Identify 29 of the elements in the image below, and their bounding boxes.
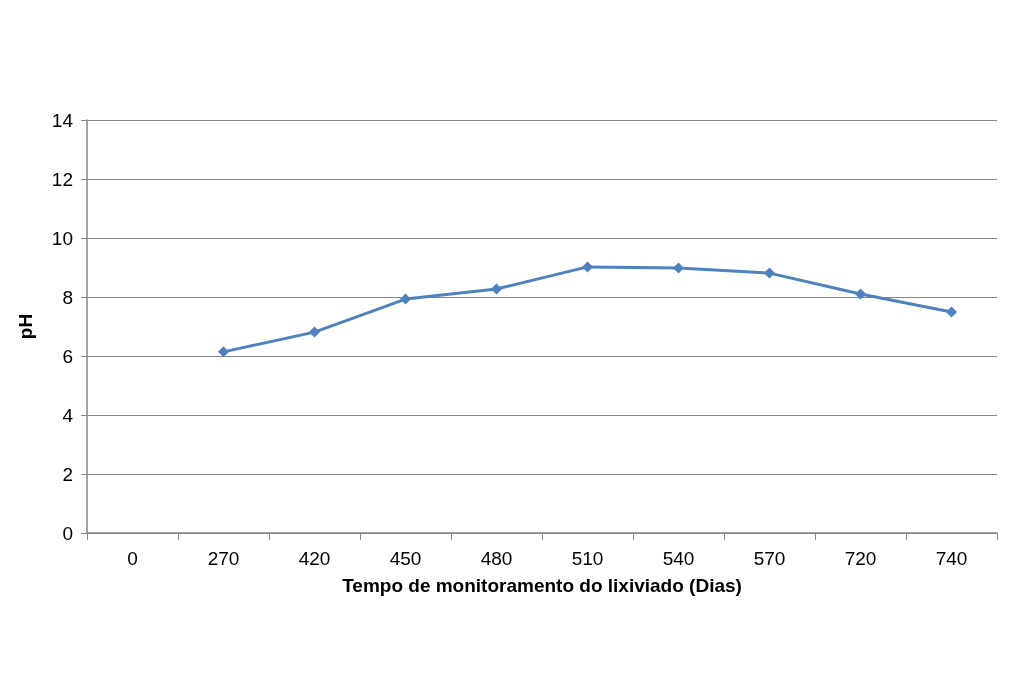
x-axis-title: Tempo de monitoramento do lixiviado (Dias) bbox=[342, 575, 742, 596]
x-tick-label: 510 bbox=[571, 548, 604, 569]
point bbox=[946, 306, 957, 318]
y-tick-label: 2 bbox=[62, 463, 73, 485]
y-tick-label: 6 bbox=[62, 345, 73, 367]
y-tick-label: 10 bbox=[51, 227, 73, 249]
x-tick-label: 270 bbox=[207, 548, 240, 569]
point bbox=[218, 346, 229, 358]
y-tick-label: 4 bbox=[62, 404, 74, 426]
y-axis-title: pH bbox=[15, 313, 36, 340]
y-tick-label: 8 bbox=[62, 286, 73, 308]
point bbox=[764, 267, 775, 279]
point bbox=[673, 262, 684, 274]
x-tick-label: 570 bbox=[753, 548, 786, 569]
point bbox=[855, 288, 866, 300]
x-tick-label: 480 bbox=[480, 548, 513, 569]
point bbox=[491, 283, 502, 295]
y-tick-label: 14 bbox=[51, 109, 74, 131]
point bbox=[400, 293, 411, 305]
y-tick-label: 0 bbox=[62, 522, 73, 544]
x-tick-label: 720 bbox=[844, 548, 877, 569]
x-tick-label: 450 bbox=[389, 548, 422, 569]
point bbox=[309, 326, 320, 338]
point bbox=[582, 261, 593, 273]
x-tick-label: 540 bbox=[662, 548, 695, 569]
x-tick-label: 740 bbox=[935, 548, 968, 569]
x-tick-label: 420 bbox=[298, 548, 331, 569]
y-tick-label: 12 bbox=[51, 168, 73, 190]
x-tick-label: 0 bbox=[127, 548, 138, 569]
